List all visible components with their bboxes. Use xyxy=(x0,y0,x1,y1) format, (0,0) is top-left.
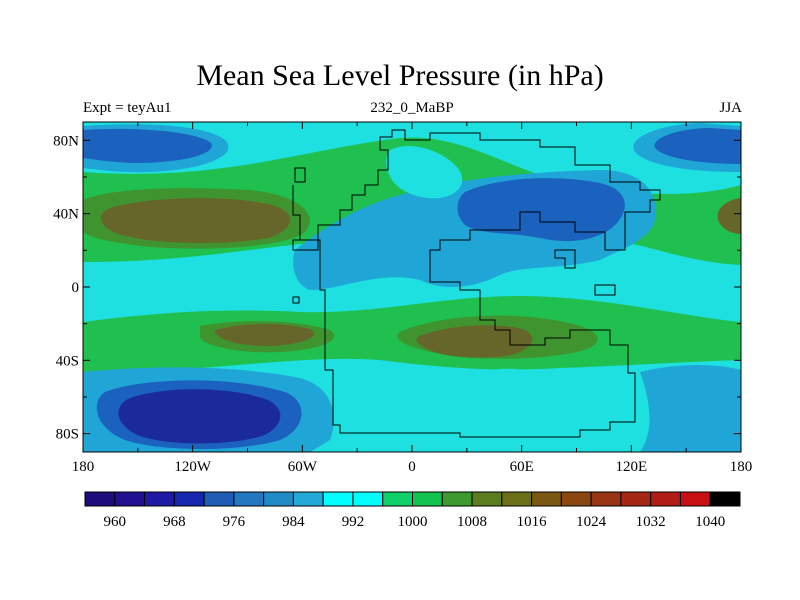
time-label: 232_0_MaBP xyxy=(370,100,454,116)
field-south-land-tongue xyxy=(477,368,563,410)
y-tick-label-0: 80N xyxy=(53,133,79,149)
colorbar-swatch-1040 xyxy=(709,491,741,507)
colorbar-swatch-1000 xyxy=(412,491,443,507)
field-east-high-core xyxy=(717,198,741,234)
y-tick-label-3: 40S xyxy=(56,353,79,369)
field-south-high-core xyxy=(215,324,533,358)
y-tick-label-1: 40N xyxy=(53,207,79,223)
colorbar-swatch-1032 xyxy=(650,491,681,507)
chart-title: Mean Sea Level Pressure (in hPa) xyxy=(196,59,604,92)
colorbar-label-1000: 1000 xyxy=(398,514,428,530)
field-north-high-core xyxy=(100,198,290,243)
field-southern-low-east xyxy=(640,365,741,452)
colorbar-swatch-1020 xyxy=(560,491,592,507)
field-southern-low-core xyxy=(118,389,281,444)
coastline-main xyxy=(292,129,661,438)
colorbar-swatch-1004 xyxy=(441,491,473,507)
field-polar-low-nw-core xyxy=(83,128,212,163)
y-tick-label-4: 80S xyxy=(56,427,79,443)
field-polar-low-ne-core xyxy=(654,128,741,164)
colorbar-label-1008: 1008 xyxy=(457,514,487,530)
colorbar-swatch-1008 xyxy=(471,491,503,507)
colorbar-swatch-992 xyxy=(352,491,384,507)
colorbar-swatch-1036 xyxy=(679,491,711,507)
x-tick-label-4: 60E xyxy=(510,459,534,475)
colorbar-label-984: 984 xyxy=(282,514,305,530)
colorbar-swatch-1024 xyxy=(590,491,622,507)
contour-field xyxy=(83,122,741,452)
coastline xyxy=(292,129,661,438)
colorbar-swatch-996 xyxy=(382,491,413,507)
colorbar-label-1016: 1016 xyxy=(517,514,548,530)
season-label: JJA xyxy=(719,100,742,116)
y-tick-label-2: 0 xyxy=(72,280,80,296)
colorbar-swatch-984 xyxy=(292,491,324,507)
x-tick-label-6: 180 xyxy=(730,459,753,475)
colorbar-swatch-956 xyxy=(84,491,116,507)
colorbar: 960 968 976 984 992 1000 1008 1016 1024 1032 1040 xyxy=(84,491,741,530)
colorbar-swatch-1012 xyxy=(501,491,533,507)
experiment-label: Expt = teyAu1 xyxy=(83,100,172,116)
colorbar-swatch-976 xyxy=(233,491,265,507)
colorbar-label-1032: 1032 xyxy=(636,514,666,530)
coastline-small-island xyxy=(292,296,300,304)
colorbar-swatch-980 xyxy=(263,491,294,507)
coastline-north-island xyxy=(294,167,306,183)
colorbar-swatch-964 xyxy=(144,491,175,507)
colorbar-label-1040: 1040 xyxy=(695,514,725,530)
colorbar-label-976: 976 xyxy=(223,514,246,530)
colorbar-label-960: 960 xyxy=(104,514,127,530)
colorbar-swatch-960 xyxy=(114,491,146,507)
coastline-east-islands xyxy=(554,249,616,296)
colorbar-swatch-1028 xyxy=(620,491,652,507)
x-tick-label-2: 60W xyxy=(288,459,318,475)
x-tick-label-5: 120E xyxy=(615,459,647,475)
field-interior-low xyxy=(457,178,625,242)
field-north-cyan-pocket xyxy=(386,145,463,199)
colorbar-label-1024: 1024 xyxy=(576,514,607,530)
x-tick-label-3: 0 xyxy=(408,459,416,475)
colorbar-swatch-972 xyxy=(203,491,235,507)
axes: 180 120W 60W 0 60E 120E 180 80N 40N 0 40S 80S xyxy=(53,122,752,475)
x-tick-label-0: 180 xyxy=(72,459,95,475)
colorbar-label-992: 992 xyxy=(342,514,365,530)
colorbar-swatch-968 xyxy=(173,491,205,507)
colorbar-label-968: 968 xyxy=(163,514,186,530)
x-tick-label-1: 120W xyxy=(174,459,212,475)
colorbar-swatch-1016 xyxy=(531,491,562,507)
colorbar-swatch-988 xyxy=(322,491,354,507)
